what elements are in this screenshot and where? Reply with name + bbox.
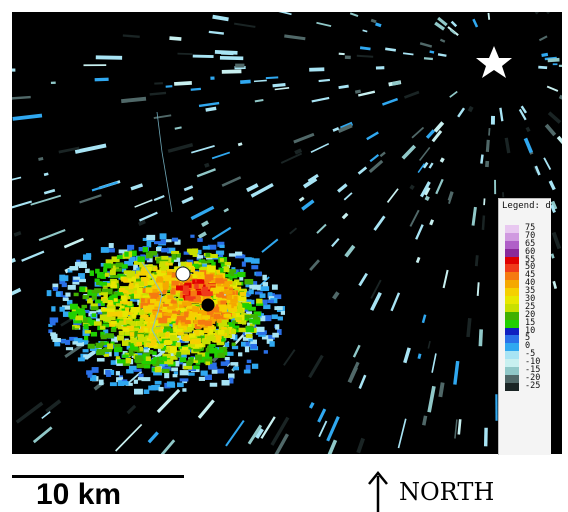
legend-value: 30 (525, 294, 536, 305)
legend-swatch (505, 303, 519, 312)
legend-swatch (505, 256, 519, 265)
legend-color-scale: 75 70 65 60 55 50 45 40 35 30 25 20 15 10 5 0 -5 -10 -15 -2… (505, 223, 541, 391)
legend-row: 10 (505, 325, 539, 336)
legend-row: -5 (505, 349, 539, 360)
legend-row: -15 (505, 365, 541, 376)
legend-swatch (505, 359, 519, 368)
legend-swatch (505, 288, 519, 297)
radar-map (12, 12, 562, 454)
legend-value: 50 (525, 262, 536, 273)
legend-row: 55 (505, 254, 539, 265)
legend-swatch (505, 311, 519, 320)
legend-swatch (505, 240, 519, 249)
legend-value: 10 (525, 325, 536, 336)
legend-swatch (505, 296, 519, 304)
legend-value: 0 (525, 341, 531, 352)
legend-title: Legend: dBZ (502, 201, 551, 211)
legend-swatch (505, 248, 519, 257)
legend-value: 55 (525, 254, 536, 265)
legend-row: 15 (505, 317, 539, 328)
legend-value: -10 (525, 357, 541, 368)
legend-swatch (505, 374, 519, 383)
legend-value: 25 (525, 301, 536, 312)
legend-swatch (505, 367, 519, 375)
legend-value: -20 (525, 372, 541, 383)
legend-row: 40 (505, 278, 539, 289)
legend-row: -10 (505, 357, 541, 368)
legend-value: -25 (525, 380, 541, 391)
legend-value: -5 (525, 349, 536, 360)
legend-row: 20 (505, 309, 539, 320)
storm-cell (46, 233, 286, 395)
legend-swatch (505, 351, 519, 360)
legend-row: 60 (505, 246, 539, 257)
legend-swatch (505, 327, 519, 336)
north-arrow-icon (368, 471, 388, 512)
legend-row: 5 (505, 333, 539, 344)
legend-panel: Legend: dBZ 7570656055504540353025201510… (498, 198, 551, 455)
legend-swatch (505, 225, 519, 233)
legend-row: 35 (505, 286, 539, 297)
legend-value: 5 (525, 333, 531, 344)
legend-value: 35 (525, 286, 536, 297)
legend-value: 20 (525, 309, 536, 320)
north-label: NORTH (399, 478, 495, 506)
legend-swatch (505, 319, 519, 328)
legend-row: 25 (505, 301, 539, 312)
legend-swatch (505, 272, 519, 281)
legend-swatch (505, 343, 519, 352)
radar-background (12, 12, 562, 454)
legend-swatch (505, 264, 519, 273)
legend-value: 65 (525, 238, 536, 249)
legend-row: -25 (505, 380, 541, 391)
legend-swatch (505, 382, 519, 391)
legend-value: -15 (525, 365, 541, 376)
legend-value: 70 (525, 230, 536, 241)
county-boundary (141, 261, 163, 345)
legend-row: 70 (505, 230, 539, 241)
legend-value: 60 (525, 246, 536, 257)
legend-row: 45 (505, 270, 539, 281)
radar-image (12, 12, 562, 454)
black-point-marker (201, 298, 215, 312)
legend-value: 75 (525, 223, 536, 233)
legend-row: 0 (505, 341, 539, 352)
road-line (156, 111, 173, 213)
legend-swatch (505, 335, 519, 344)
legend-value: 45 (525, 270, 536, 281)
legend-value: 15 (525, 317, 536, 328)
legend-value: 40 (525, 278, 536, 289)
legend-row: 30 (505, 294, 539, 305)
scale-bar (12, 475, 184, 478)
legend-row: 75 (505, 223, 539, 233)
radar-site-star (476, 46, 512, 78)
legend-swatch (505, 280, 519, 289)
legend-swatch (505, 232, 519, 241)
legend-row: 50 (505, 262, 539, 273)
legend-row: -20 (505, 372, 541, 383)
scale-bar-label: 10 km (36, 478, 122, 511)
legend-row: 65 (505, 238, 539, 249)
white-point-marker (175, 266, 191, 282)
